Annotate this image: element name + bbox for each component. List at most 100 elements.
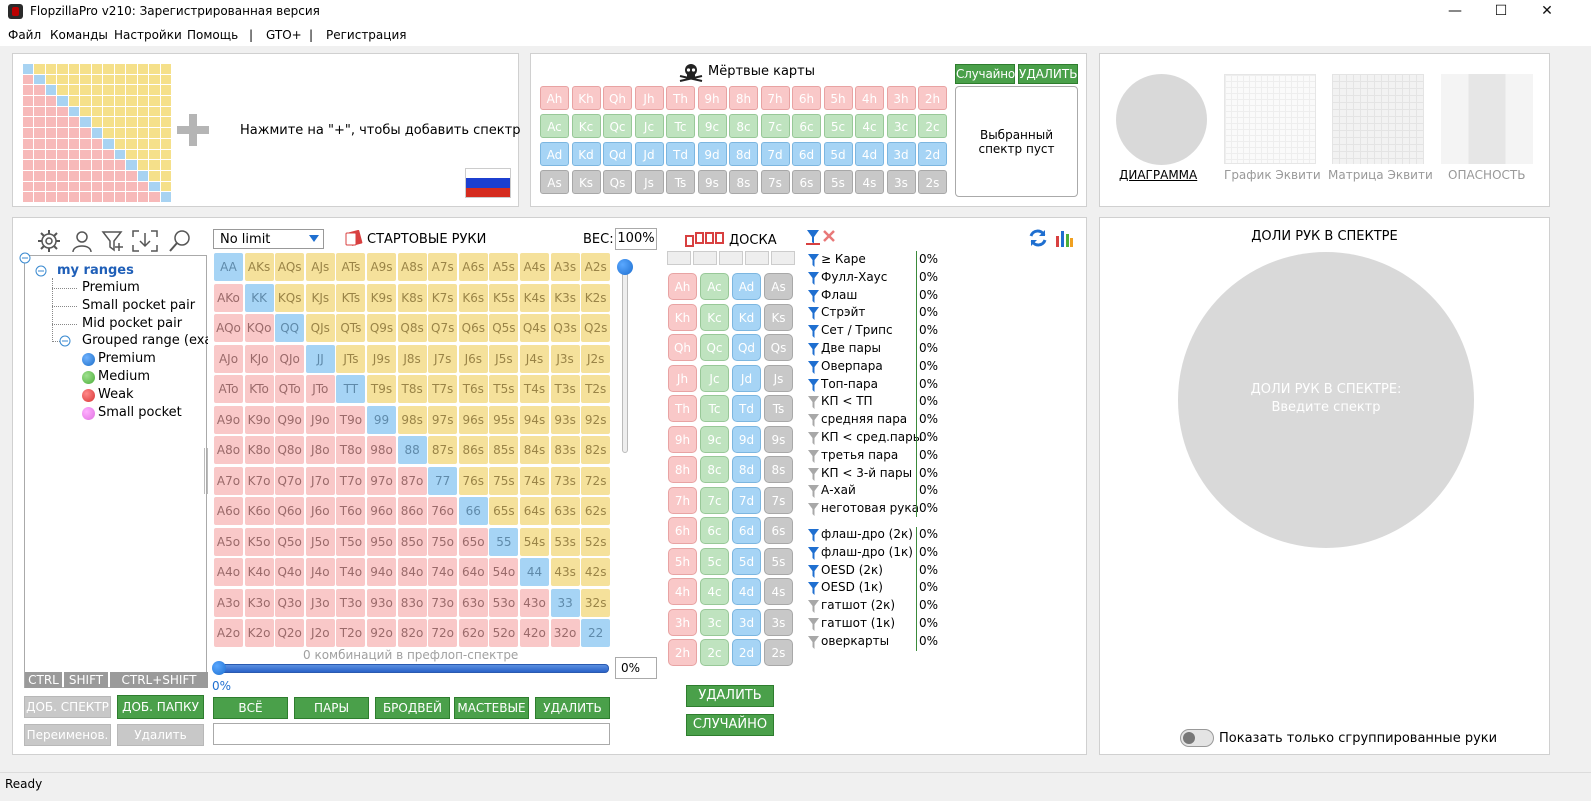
dead-card[interactable]: Qh (603, 86, 632, 110)
board-card[interactable]: 8d (732, 456, 761, 483)
hand-cell[interactable]: 86o (397, 497, 427, 525)
dead-card[interactable]: Qs (603, 170, 632, 194)
board-slot[interactable] (719, 251, 743, 265)
hand-cell[interactable]: 64s (520, 497, 549, 525)
board-card[interactable]: 4s (764, 578, 793, 605)
hand-cell[interactable]: KQo (244, 314, 274, 342)
hand-cell[interactable]: T6s (458, 375, 488, 403)
hand-stat-label[interactable]: А-хай (821, 483, 856, 498)
hand-cell[interactable]: A8s (397, 253, 427, 281)
filter-add-icon[interactable] (101, 229, 125, 253)
hand-cell[interactable]: 85o (397, 527, 427, 556)
hand-cell[interactable]: 33 (550, 588, 580, 617)
select-pairs-button[interactable]: ПАРЫ (294, 697, 369, 719)
hand-cell[interactable]: T5o (336, 527, 366, 556)
weight-slider-thumb[interactable] (617, 259, 633, 275)
dead-card[interactable]: 4s (855, 170, 884, 194)
board-card[interactable]: Js (764, 364, 793, 392)
hand-cell[interactable]: KTo (244, 375, 274, 403)
range-percent-slider-thumb[interactable] (212, 661, 226, 675)
splitter-handle[interactable] (204, 448, 208, 494)
hand-cell[interactable]: 83s (550, 436, 580, 464)
hand-cell[interactable]: 55 (489, 527, 519, 556)
hand-cell[interactable]: 87s (428, 436, 458, 464)
hand-cell[interactable]: K2s (581, 283, 611, 312)
hand-stat-label[interactable]: Стрэйт (821, 305, 866, 320)
dead-card[interactable]: Jh (634, 86, 664, 110)
filter-icon[interactable] (808, 600, 819, 614)
hand-cell[interactable]: JTs (336, 344, 366, 373)
hand-cell[interactable]: 97s (428, 405, 458, 434)
menu-help[interactable]: Помощь (187, 28, 239, 42)
hand-cell[interactable]: 44 (520, 558, 549, 586)
board-card[interactable]: Kc (700, 303, 729, 331)
hand-cell[interactable]: T4s (520, 375, 549, 403)
hand-cell[interactable]: 65o (458, 527, 488, 556)
select-broadway-button[interactable]: БРОДВЕЙ (375, 697, 450, 719)
close-button[interactable]: ✕ (1524, 0, 1570, 24)
range-percent-input[interactable]: 0% (615, 657, 657, 679)
dead-card[interactable]: Ks (571, 170, 601, 194)
hand-cell[interactable]: A5o (214, 527, 243, 556)
dead-card[interactable]: 9s (697, 170, 727, 194)
hand-cell[interactable]: J8s (397, 344, 427, 373)
hand-cell[interactable]: 75s (489, 466, 519, 495)
filter-icon[interactable] (808, 325, 819, 339)
add-range-button[interactable]: ДОБ. СПЕКТР (24, 696, 111, 718)
hand-cell[interactable]: K7s (428, 283, 458, 312)
hand-cell[interactable]: 75o (428, 527, 458, 556)
clear-filter-icon[interactable] (822, 229, 836, 243)
board-card[interactable]: Jd (732, 364, 761, 392)
hand-cell[interactable]: 98s (397, 405, 427, 434)
hand-cell[interactable]: J4s (520, 344, 549, 373)
hand-cell[interactable]: 62s (581, 497, 611, 525)
hand-cell[interactable]: QJs (305, 314, 335, 342)
hand-cell[interactable]: 82s (581, 436, 611, 464)
board-card[interactable]: Qs (764, 334, 793, 361)
hand-cell[interactable]: 54s (520, 527, 549, 556)
board-card[interactable]: 6h (668, 517, 697, 544)
hand-cell[interactable]: QTo (275, 375, 305, 403)
hand-stat-label[interactable]: Две пары (821, 341, 881, 355)
hand-cell[interactable]: 43s (550, 558, 580, 586)
collapse-icon[interactable] (19, 252, 31, 264)
hand-cell[interactable]: AQs (275, 253, 305, 281)
hand-cell[interactable]: 53o (489, 588, 519, 617)
tree-subitem[interactable]: Premium (98, 351, 156, 366)
hand-cell[interactable]: KK (244, 283, 274, 312)
select-suited-button[interactable]: МАСТЕВЫЕ (454, 697, 529, 719)
hand-cell[interactable]: 83o (397, 588, 427, 617)
hand-cell[interactable]: T3o (336, 588, 366, 617)
hand-cell[interactable]: K6o (244, 497, 274, 525)
board-card[interactable]: Td (732, 395, 761, 422)
hand-cell[interactable]: A7s (428, 253, 458, 281)
dead-card[interactable]: 5s (823, 170, 853, 194)
board-card[interactable]: 6s (764, 517, 793, 544)
board-card[interactable]: Ts (764, 395, 793, 422)
hand-stat-label[interactable]: КП < сред.пары (821, 430, 923, 444)
hand-cell[interactable]: K4o (244, 558, 274, 586)
hand-cell[interactable]: 72o (428, 619, 458, 647)
hand-cell[interactable]: 32s (581, 588, 611, 617)
tree-item[interactable]: Mid pocket pair (82, 316, 183, 331)
filter-icon[interactable] (808, 289, 819, 303)
hand-cell[interactable]: T2s (581, 375, 611, 403)
hand-cell[interactable]: 22 (581, 619, 611, 647)
board-card[interactable]: Th (668, 395, 697, 422)
refresh-icon[interactable] (1028, 228, 1048, 248)
board-card[interactable]: 4d (732, 578, 761, 605)
hand-cell[interactable]: 64o (458, 558, 488, 586)
menu-registration[interactable]: Регистрация (326, 28, 407, 42)
dead-card[interactable]: 6s (792, 170, 821, 194)
board-card[interactable]: As (764, 273, 793, 300)
shift-modifier[interactable]: SHIFT (64, 672, 108, 688)
hand-cell[interactable]: QJo (275, 344, 305, 373)
dead-card[interactable]: 9c (697, 114, 727, 138)
board-card[interactable]: Qh (668, 334, 697, 361)
dead-card[interactable]: 4c (855, 114, 884, 138)
dead-card[interactable]: 9d (697, 142, 727, 166)
tab-equity-matrix[interactable]: Матрица Эквити (1328, 168, 1433, 182)
hand-cell[interactable]: 92s (581, 405, 611, 434)
dead-card[interactable]: Kh (571, 86, 601, 110)
hand-cell[interactable]: K4s (520, 283, 549, 312)
